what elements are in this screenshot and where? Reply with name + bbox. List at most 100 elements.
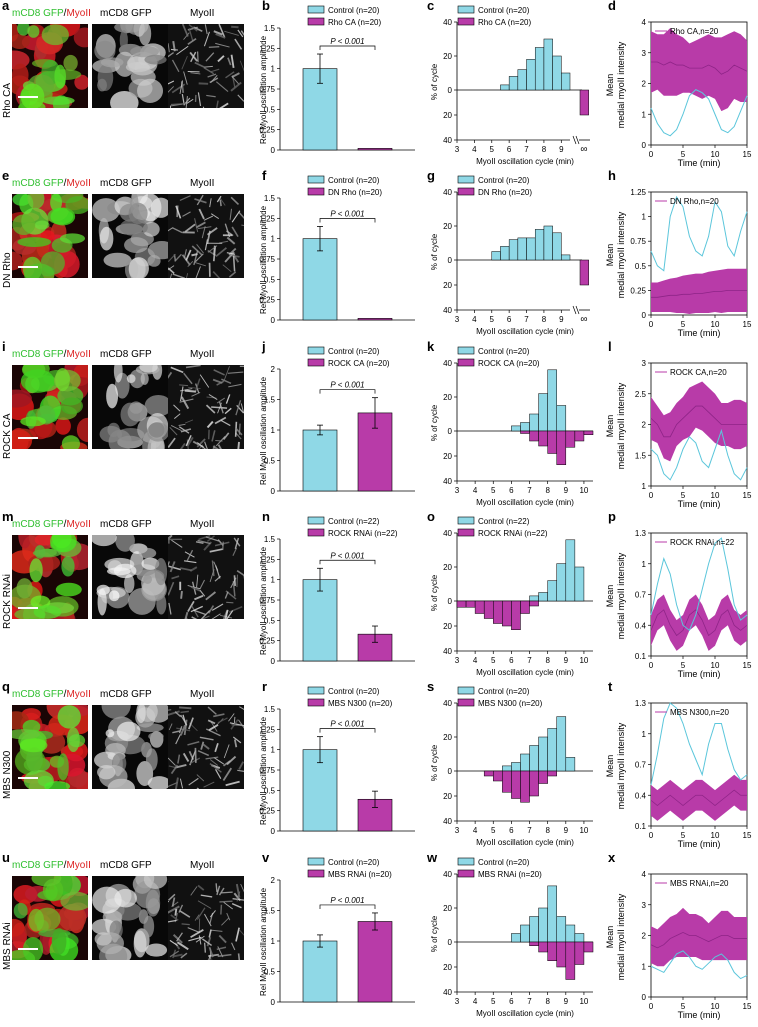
hist-bar-control	[500, 246, 510, 261]
sig-bracket	[319, 45, 376, 51]
trace-xtick-label: 0	[649, 320, 654, 329]
bar-tick-label: 1.5	[264, 705, 276, 714]
hist-bar-control	[500, 84, 510, 91]
hist-bar-treated	[520, 600, 530, 614]
hist-bar-treated	[583, 941, 594, 953]
hist-bar-treated	[538, 430, 548, 447]
trace-tick-label: 2	[642, 932, 647, 941]
trace-xtick-label: 15	[743, 150, 752, 159]
panel-letter: n	[262, 509, 270, 524]
hist-bar-control	[538, 592, 548, 602]
hist-bar-control	[556, 563, 567, 602]
merge-green-label: mCD8 GFP	[12, 8, 64, 19]
panel-letter: v	[262, 850, 270, 865]
hist-xtick-label: 4	[473, 826, 478, 835]
myo-title: MyoII	[190, 519, 215, 530]
myo-image	[168, 24, 244, 108]
myo-title: MyoII	[190, 689, 215, 700]
hist-tick-label: 0	[448, 427, 453, 436]
legend-treated: MBS N300 (n=20)	[478, 699, 543, 708]
merge-image	[12, 535, 88, 619]
bar-tick-label: 0.5	[264, 968, 276, 977]
hist-tick-label: 40	[443, 988, 452, 997]
trace-y-label-2: medial myoII intensity	[616, 893, 626, 980]
hist-xtick-label: 8	[545, 826, 550, 835]
hist-xtick-label: 9	[564, 997, 569, 1006]
legend-treated: ROCK CA (n=20)	[478, 359, 540, 368]
hist-xtick-label: 5	[491, 656, 496, 665]
panel-letter: h	[608, 168, 616, 183]
panel-letter: w	[427, 850, 438, 865]
hist-y-label: % of cycle	[430, 915, 439, 952]
legend-control: Control (n=20)	[478, 176, 530, 185]
bar-tick-label: 0.25	[259, 296, 275, 305]
merge-image	[12, 194, 88, 278]
trace-xtick-label: 0	[649, 1002, 654, 1011]
hist-bar-treated	[556, 430, 567, 465]
hist-xtick-label: 4	[473, 656, 478, 665]
figure-row: e f g h DN Rho mCD8 GFP/MyoII mCD8 GFP MyoII 0 0.…	[0, 168, 758, 341]
hist-bar-control	[556, 405, 567, 432]
trace-xtick-label: 15	[743, 320, 752, 329]
hist-tick-label: 20	[443, 792, 452, 801]
trace-treated-mean	[651, 61, 748, 75]
panel-letter: e	[2, 168, 10, 183]
bar-y-label: Rel MyoII oscillation amplitude	[259, 376, 268, 485]
bar-tick-label: 0.75	[259, 255, 275, 264]
trace-tick-label: 0	[642, 311, 647, 320]
hist-bar-control	[556, 916, 567, 943]
merge-red-label: MyoII	[66, 860, 91, 871]
merge-sep: /	[63, 178, 67, 189]
bar-tick-label: 0	[271, 146, 276, 155]
trace-xtick-label: 5	[681, 831, 686, 840]
hist-x-label: MyoII oscillation cycle (min)	[476, 498, 574, 507]
hist-bar-control	[547, 728, 557, 772]
row-charts: 0 0.25 0.5 0.75 1 1.25 1.5 Rel MyoII oscillatio…	[259, 175, 752, 338]
gfp-title: mCD8 GFP	[100, 349, 152, 360]
hist-bar-control	[511, 425, 521, 432]
hist-bar-control	[534, 229, 545, 261]
panel-letter: l	[608, 339, 612, 354]
trace-control	[650, 195, 748, 272]
legend-treated-swatch	[307, 17, 325, 26]
trace-y-label-2: medial myoII intensity	[616, 41, 626, 128]
trace-tick-label: 2	[642, 421, 647, 430]
hist-tick-label: 20	[443, 52, 452, 61]
trace-tick-label: 2.5	[635, 390, 647, 399]
hist-y-label: % of cycle	[430, 744, 439, 781]
hist-tick-label: 40	[443, 529, 452, 538]
bar-tick-label: 0	[271, 657, 276, 666]
hist-xtick-label: 6	[509, 826, 514, 835]
trace-xtick-label: 10	[711, 661, 720, 670]
trace-tick-label: 1.3	[635, 529, 647, 538]
hist-bar-control	[508, 76, 519, 91]
trace-tick-label: 1	[642, 962, 647, 971]
legend-control-swatch	[307, 686, 325, 695]
merge-sep: /	[63, 689, 67, 700]
bar-y-label: Rel MyoII oscillation amplitude	[259, 205, 268, 314]
hist-bar-treated	[529, 430, 539, 442]
trace-legend: MBS RNAi,n=20	[670, 879, 729, 888]
merge-title: mCD8 GFP/MyoII	[12, 519, 91, 531]
hist-x-label: MyoII oscillation cycle (min)	[476, 327, 574, 336]
trace-treated-mean	[650, 609, 748, 637]
trace-y-label-2: medial myoII intensity	[616, 382, 626, 469]
hist-tick-label: 0	[448, 938, 453, 947]
sig-bracket	[319, 904, 376, 909]
hist-tick-label: 20	[443, 281, 452, 290]
hist-bar-control	[556, 716, 567, 772]
panel-letter: u	[2, 850, 10, 865]
myo-title: MyoII	[190, 178, 215, 189]
axis-break	[575, 305, 580, 315]
myo-title: MyoII	[190, 349, 215, 360]
bar-tick-label: 1.25	[259, 725, 275, 734]
hist-xtick-label: 8	[542, 315, 547, 324]
trace-tick-label: 0.25	[630, 286, 646, 295]
hist-bar-treated	[456, 600, 467, 608]
hist-tick-label: 20	[443, 222, 452, 231]
figure-row: i j k l ROCK CA mCD8 GFP/MyoII mCD8 GFP MyoII 0 0…	[0, 339, 758, 512]
legend-control: Control (n=20)	[328, 858, 380, 867]
hist-xtick-label: 5	[490, 145, 495, 154]
hist-tick-label: 40	[443, 359, 452, 368]
panel-letter: q	[2, 679, 10, 694]
